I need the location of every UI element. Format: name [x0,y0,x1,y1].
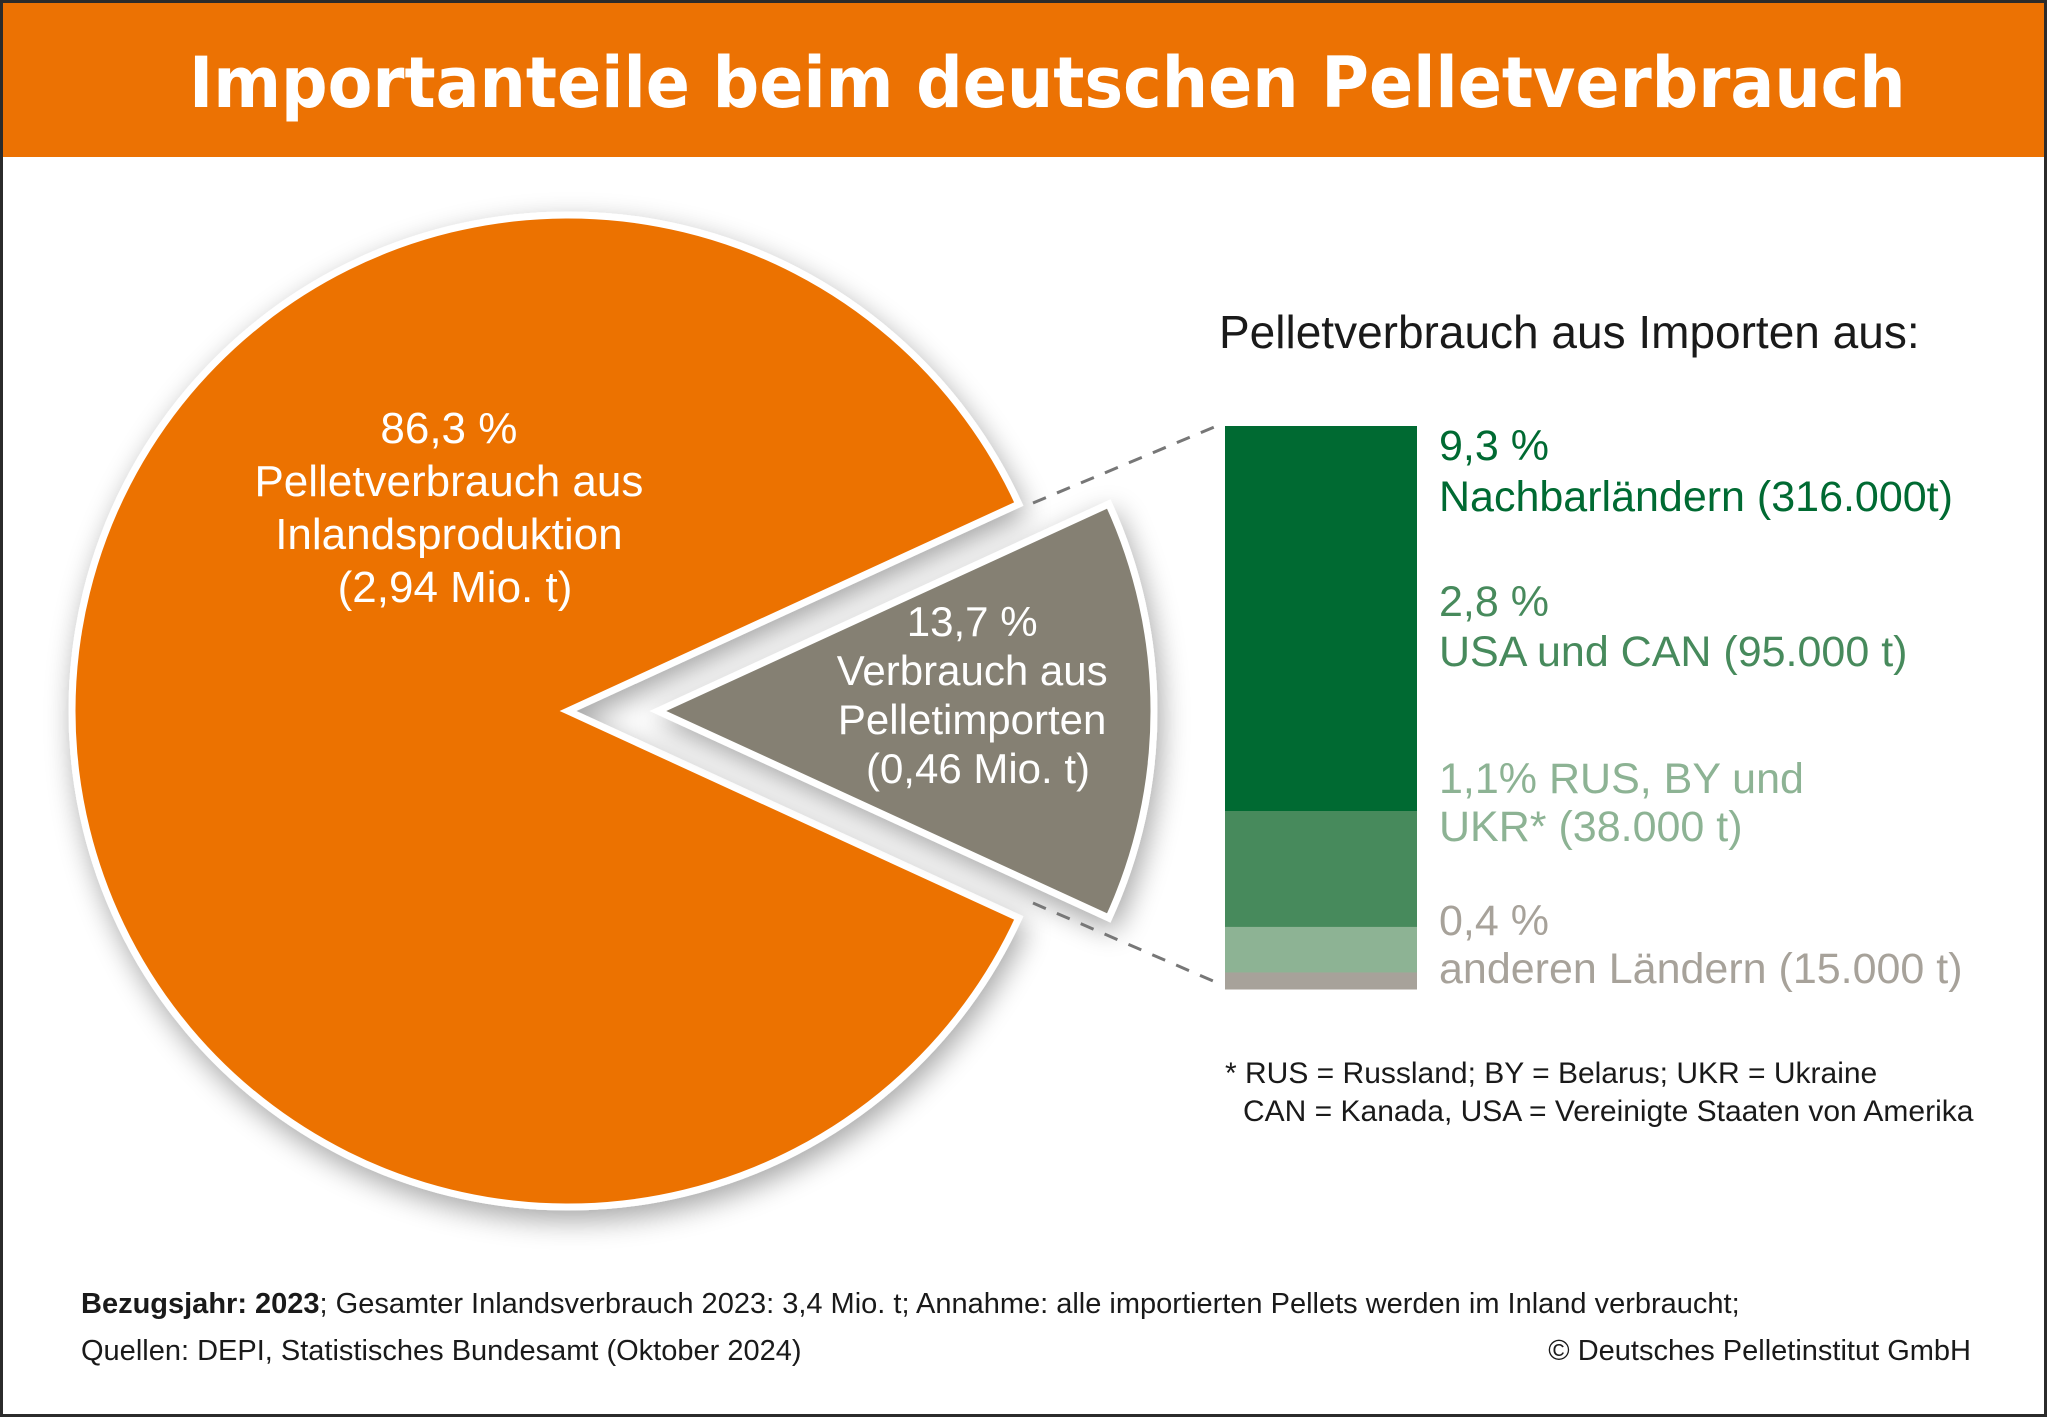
footnote-line2: CAN = Kanada, USA = Vereinigte Staaten v… [1243,1095,1974,1128]
pie-slice-domestic [68,211,1024,1211]
footer-reference-year: Bezugsjahr: 2023 [81,1288,320,1320]
bar-label-neighbours-percent: 9,3 % [1439,422,1549,470]
bar-label-rus-by-ukr: 1,1% RUS, BY und UKR* (38.000 t) [1439,755,1816,851]
bar-label-neighbours: 9,3 % Nachbarländern (316.000t) [1439,422,1953,521]
bar-labels: 9,3 % Nachbarländern (316.000t) 2,8 % US… [1439,422,1963,993]
pie-label-imports-line3: Pelletimporten [838,696,1106,743]
bar-label-usa-can: 2,8 % USA und CAN (95.000 t) [1439,578,1907,676]
pie-label-domestic-line2: Pelletverbrauch aus [254,457,643,506]
pie-label-domestic: 86,3 % Pelletverbrauch aus Inlandsproduk… [254,404,655,612]
connector-line-bottom [1032,901,1214,983]
bar-label-rus-by-ukr-line1: 1,1% RUS, BY und [1439,755,1804,803]
pie-label-domestic-line3: Inlandsproduktion [275,510,622,559]
bar-title: Pelletverbrauch aus Importen aus: [1219,306,1920,358]
pie-chart: 86,3 % Pelletverbrauch aus Inlandsproduk… [68,211,1158,1211]
footer-line1-rest: ; Gesamter Inlandsverbrauch 2023: 3,4 Mi… [320,1288,1740,1320]
footer-copyright: © Deutsches Pelletinstitut GmbH [1548,1335,1971,1367]
pie-label-imports-percent: 13,7 % [907,598,1038,645]
page-title: Importanteile beim deutschen Pelletverbr… [189,42,1906,124]
header-banner: Importanteile beim deutschen Pelletverbr… [3,3,2044,157]
footer-line1: Bezugsjahr: 2023; Gesamter Inlandsverbra… [81,1288,1740,1320]
connector-line-top [1032,423,1220,505]
bar-label-neighbours-name: Nachbarländern (316.000t) [1439,473,1953,521]
bar-label-other-name: anderen Ländern (15.000 t) [1439,945,1963,993]
bar-segment-rus-by-ukr [1225,926,1417,973]
pie-label-imports-line2: Verbrauch aus [837,647,1108,694]
bar-label-usa-can-name: USA und CAN (95.000 t) [1439,628,1907,676]
footer-sources: Quellen: DEPI, Statistisches Bundesamt (… [81,1335,802,1367]
bar-label-usa-can-percent: 2,8 % [1439,578,1549,626]
pie-label-imports-amount: (0,46 Mio. t) [866,745,1090,792]
stacked-bar [1225,426,1417,990]
footnote-line1: * RUS = Russland; BY = Belarus; UKR = Uk… [1225,1057,1877,1090]
bar-label-other: 0,4 % anderen Ländern (15.000 t) [1439,897,1963,993]
bar-segment-neighbours [1225,426,1417,812]
pie-label-domestic-amount: (2,94 Mio. t) [338,563,573,612]
bar-segment-usa-can [1225,810,1417,928]
pie-slice-imports [649,499,1158,923]
pie-label-imports: 13,7 % Verbrauch aus Pelletimporten (0,4… [837,598,1120,792]
chart-area: 86,3 % Pelletverbrauch aus Inlandsproduk… [68,211,1974,1367]
bar-label-rus-by-ukr-line2: UKR* (38.000 t) [1439,803,1743,851]
pie-label-domestic-percent: 86,3 % [380,404,517,453]
bar-segment-other [1225,972,1417,990]
footnote: * RUS = Russland; BY = Belarus; UKR = Uk… [1225,1057,1974,1128]
bar-label-other-percent: 0,4 % [1439,897,1549,945]
